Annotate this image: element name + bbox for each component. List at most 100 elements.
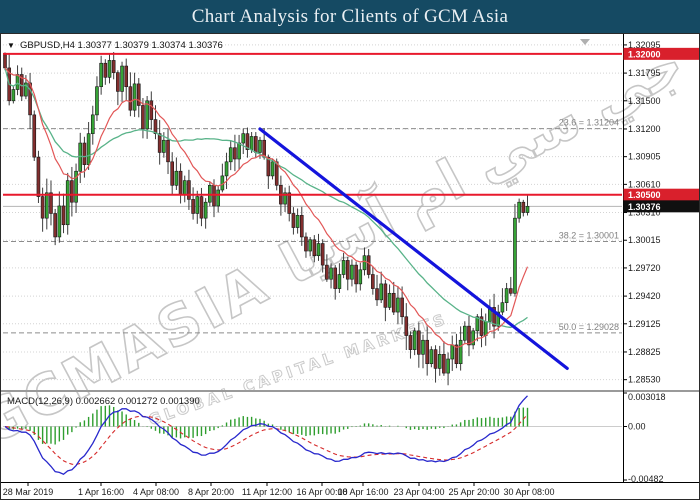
candle-bull [15, 74, 20, 90]
candle-bull [65, 180, 70, 226]
candle-bear [187, 180, 191, 200]
candle-bull [500, 302, 505, 313]
candle-bear [383, 283, 388, 308]
candle-bull [74, 170, 78, 203]
candle-bear [191, 199, 195, 214]
candle-bear [425, 339, 429, 365]
watermark-main-text: GCMASIA جي سي ام آسيا [0, 33, 694, 458]
candle-bull [458, 339, 463, 365]
candle-bear [274, 161, 279, 186]
candle-bull [44, 192, 49, 219]
candle-bear [325, 264, 329, 280]
candle-bull [437, 354, 442, 369]
candle-bear [3, 54, 7, 69]
fib-level-label: 38.2 = 1.30001 [559, 231, 619, 241]
price-tick-label: 1.30310 [628, 208, 661, 218]
macd-tick-label: 0.003018 [628, 392, 666, 402]
time-tick-label: 8 Apr 20:00 [188, 487, 234, 497]
symbol-header[interactable]: ▼ GBPUSD,H4 1.30377 1.30379 1.30374 1.30… [7, 40, 223, 51]
candle-bear [508, 288, 513, 294]
candle-bull [228, 147, 233, 163]
price-label-box [623, 200, 700, 213]
price-tick-label: 1.30015 [628, 235, 661, 245]
candle-bull [421, 339, 425, 355]
candle-bear [233, 147, 237, 160]
candle-bull [11, 89, 16, 102]
candle-bull [362, 255, 367, 271]
candle-bull [341, 260, 346, 275]
candle-bull [216, 189, 220, 207]
candle-bull [241, 133, 246, 144]
macd-tick-label: 0.00 [628, 421, 646, 431]
price-label-text: 1.32000 [628, 49, 661, 59]
macd-header: MACD(12,26,9) 0.002662 0.001272 0.001390 [7, 396, 200, 407]
candle-bear [262, 139, 266, 158]
price-tick-label: 1.30610 [628, 179, 661, 189]
candle-bull [504, 288, 509, 303]
candle-bull [283, 192, 287, 205]
candle-bear [391, 292, 396, 313]
candle-bear [124, 65, 129, 88]
price-label-box [623, 188, 700, 201]
candle-bull [182, 180, 187, 195]
page-title: Chart Analysis for Clients of GCM Asia [191, 5, 509, 27]
time-tick-label: 11 Apr 12:00 [242, 487, 292, 497]
candle-bear [266, 156, 271, 177]
price-label-box [623, 47, 700, 60]
candle-bull [525, 206, 530, 213]
trendline[interactable] [258, 127, 569, 371]
price-label-text: 1.30376 [628, 202, 661, 212]
candle-bull [517, 201, 521, 219]
price-tick-label: 1.31200 [628, 124, 661, 134]
candle-bear [149, 100, 154, 120]
candle-bear [320, 243, 325, 266]
candle-bull [412, 330, 417, 350]
candle-bear [454, 344, 459, 365]
chart-canvas[interactable]: GCMASIA جي سي ام آسيا GLOBAL CAPITAL MAR… [0, 33, 700, 500]
candle-bull [174, 170, 179, 186]
candle-bear [61, 205, 66, 226]
candle-bull [24, 82, 28, 97]
candle-bear [479, 316, 484, 336]
candle-bear [354, 264, 358, 285]
symbol-quote-text: GBPUSD,H4 1.30377 1.30379 1.30374 1.3037… [20, 40, 223, 51]
price-tick-label: 1.32095 [628, 40, 661, 50]
time-tick-label: 1 Apr 16:00 [78, 487, 124, 497]
candle-bull [379, 283, 384, 301]
candle-bull [120, 65, 124, 92]
candle-bear [312, 239, 317, 257]
candle-bull [95, 86, 99, 116]
candle-bear [366, 255, 371, 275]
candle-bear [408, 335, 413, 350]
time-tick-label: 30 Apr 08:00 [503, 487, 554, 497]
candle-bear [287, 192, 292, 214]
candle-bear [442, 354, 446, 374]
candle-bull [350, 264, 354, 280]
candle-bull [450, 344, 455, 360]
symbol-dropdown-icon[interactable]: ▼ [7, 41, 15, 50]
candle-bull [496, 311, 501, 327]
candle-bear [299, 215, 304, 238]
time-tick-label: 4 Apr 08:00 [133, 487, 179, 497]
candle-bear [36, 156, 41, 197]
candle-bear [136, 83, 141, 106]
candle-bear [70, 180, 74, 203]
candle-bear [170, 161, 174, 186]
price-tick-label: 1.29720 [628, 263, 661, 273]
time-tick-label: 16 Apr 00:00 [296, 487, 347, 497]
chart-shift-marker-icon[interactable] [580, 39, 590, 45]
candle-bull [462, 325, 467, 341]
price-tick-label: 1.28825 [628, 347, 661, 357]
time-tick-label: 28 Mar 2019 [3, 487, 54, 497]
candle-bull [132, 83, 137, 111]
candle-bear [245, 133, 250, 150]
candle-bear [116, 72, 120, 92]
candle-bear [141, 105, 145, 130]
macd-main-line [4, 395, 528, 475]
candle-bull [145, 100, 149, 130]
candle-bear [417, 330, 421, 355]
candle-bull [224, 161, 229, 177]
candle-bull [308, 239, 312, 252]
candle-bull [483, 321, 488, 336]
candle-bear [345, 260, 350, 280]
